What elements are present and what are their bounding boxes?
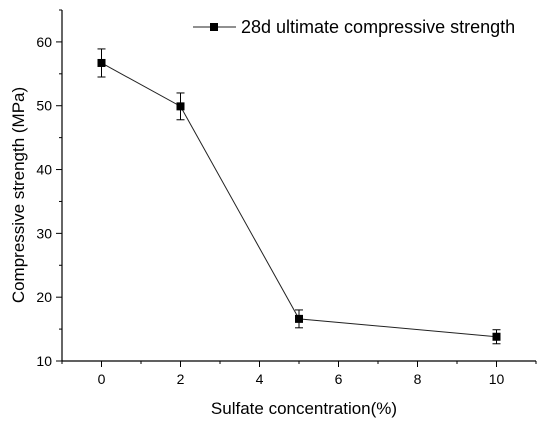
series-line xyxy=(101,62,497,338)
legend: 28d ultimate compressive strength xyxy=(193,17,515,37)
series-layer xyxy=(97,48,501,345)
x-ticks: 0 2 4 6 8 10 xyxy=(61,361,537,387)
x-axis-title: Sulfate concentration(%) xyxy=(211,399,397,418)
y-tick-label: 30 xyxy=(36,225,52,241)
x-tick-label: 10 xyxy=(489,371,505,387)
legend-label: 28d ultimate compressive strength xyxy=(241,17,515,37)
y-tick-label: 40 xyxy=(36,162,52,178)
y-tick-label: 50 xyxy=(36,98,52,114)
y-ticks: 10 20 30 40 50 60 xyxy=(36,9,62,369)
legend-marker xyxy=(210,23,218,31)
data-point xyxy=(97,58,106,67)
y-tick-label: 10 xyxy=(36,353,52,369)
x-tick-label: 2 xyxy=(177,371,185,387)
data-point xyxy=(492,332,501,341)
data-point xyxy=(176,102,185,111)
y-axis-title: Compressive strength (MPa) xyxy=(9,87,28,303)
x-tick-label: 6 xyxy=(335,371,343,387)
axes xyxy=(61,10,536,362)
x-tick-label: 8 xyxy=(414,371,422,387)
y-tick-label: 20 xyxy=(36,289,52,305)
x-tick-label: 4 xyxy=(256,371,264,387)
data-point xyxy=(295,314,303,323)
y-tick-label: 60 xyxy=(36,34,52,50)
x-tick-label: 0 xyxy=(98,371,106,387)
